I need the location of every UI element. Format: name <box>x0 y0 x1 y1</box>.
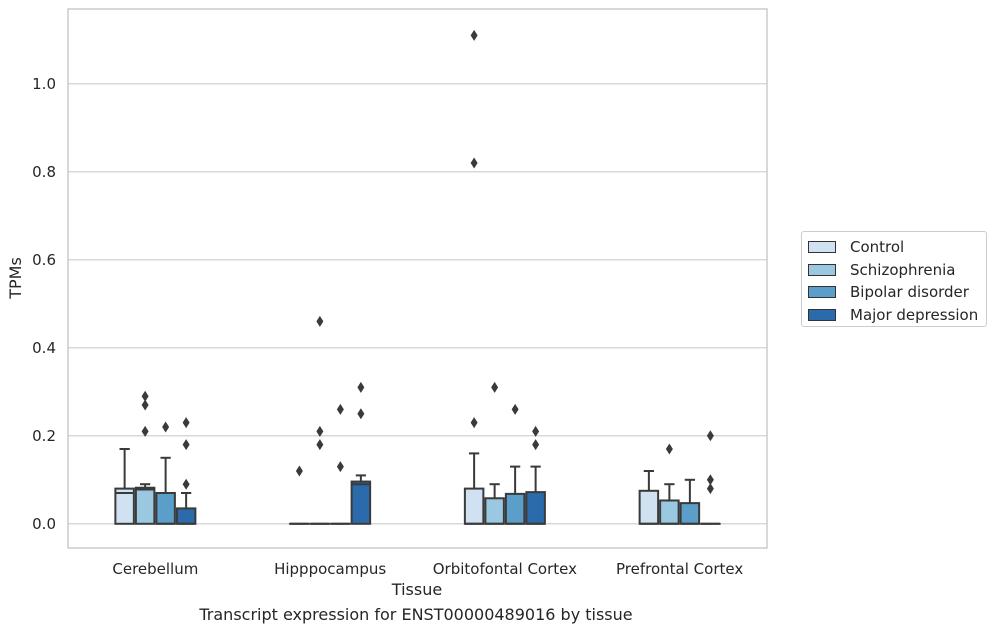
outlier-point <box>316 315 324 327</box>
box-0-1 <box>134 390 156 525</box>
outlier-point <box>470 29 478 41</box>
plot-area <box>67 8 768 549</box>
legend-label: Control <box>850 238 905 257</box>
figure-caption: Transcript expression for ENST0000048901… <box>199 605 633 624</box>
box-2-2 <box>504 403 526 525</box>
outlier-point <box>706 430 714 442</box>
box-1-1 <box>309 315 331 525</box>
outlier-point <box>470 157 478 169</box>
box <box>638 489 660 525</box>
y-tick-label: 0.4 <box>32 339 56 357</box>
y-tick-label: 1.0 <box>32 75 56 93</box>
y-tick-labels: 0.0 0.2 0.4 0.6 0.8 1.0 <box>32 75 56 533</box>
outlier-point <box>491 381 499 393</box>
box-3-1 <box>659 443 680 525</box>
legend-label: Schizophrenia <box>850 260 956 279</box>
box <box>659 499 680 525</box>
x-tick-label: Hipppocampus <box>274 560 386 578</box>
box-1-0 <box>289 465 310 525</box>
outlier-point <box>316 425 324 437</box>
outlier-point <box>141 399 149 411</box>
outlier-point <box>182 417 190 429</box>
x-tick-label: Prefrontal Cortex <box>616 560 743 578</box>
box <box>679 502 701 525</box>
outlier-point <box>182 478 190 490</box>
outlier-point <box>316 439 324 451</box>
outlier-point <box>295 465 303 477</box>
outlier-point <box>162 421 170 433</box>
box <box>463 487 485 525</box>
legend-label: Major depression <box>850 305 979 324</box>
x-axis-label: Tissue <box>391 580 442 599</box>
outlier-point <box>336 461 344 473</box>
outlier-point <box>182 439 190 451</box>
box-1-2 <box>330 403 351 525</box>
legend-swatch <box>808 241 836 254</box>
box-3-2 <box>679 478 701 525</box>
outlier-point <box>511 403 519 415</box>
legend: Control Schizophrenia Bipolar disorder Majo… <box>801 231 987 327</box>
x-tick-labels: Cerebellum Hipppocampus Orbitofontal Corte… <box>112 560 743 578</box>
outlier-point <box>706 474 714 486</box>
y-axis-label: TPMs <box>6 257 25 300</box>
outlier-point <box>532 425 540 437</box>
x-tick-label: Orbitofontal Cortex <box>433 560 577 578</box>
y-tick-label: 0.6 <box>32 251 56 269</box>
legend-swatch <box>808 263 836 276</box>
x-tick-label: Cerebellum <box>112 560 198 578</box>
box-0-3 <box>175 417 197 525</box>
outlier-point <box>665 443 673 455</box>
box-2-3 <box>525 425 546 525</box>
legend-item: Major depression <box>808 304 986 327</box>
outlier-point <box>532 439 540 451</box>
outlier-point <box>357 381 365 393</box>
y-tick-label: 0.2 <box>32 427 56 445</box>
outlier-point <box>141 425 149 437</box>
box-2-0 <box>463 29 485 525</box>
legend-item: Schizophrenia <box>808 259 986 282</box>
box-3-3 <box>700 430 721 525</box>
box <box>525 491 546 525</box>
box-0-0 <box>114 448 135 525</box>
box <box>504 492 526 525</box>
legend-item: Control <box>808 236 986 259</box>
legend-label: Bipolar disorder <box>850 283 969 302</box>
outlier-point <box>357 408 365 420</box>
box-1-3 <box>350 381 372 525</box>
box <box>175 507 197 525</box>
box <box>484 497 505 525</box>
box <box>114 487 135 525</box>
box <box>350 480 372 525</box>
box <box>134 486 156 525</box>
outlier-point <box>706 483 714 495</box>
legend-swatch <box>808 308 836 321</box>
y-tick-label: 0.8 <box>32 163 56 181</box>
box-2-1 <box>484 381 505 525</box>
boxes <box>114 29 721 525</box>
outlier-point <box>336 403 344 415</box>
outlier-point <box>470 417 478 429</box>
y-tick-label: 0.0 <box>32 515 56 533</box>
box <box>155 492 176 525</box>
legend-swatch <box>808 286 836 299</box>
outlier-point <box>141 390 149 402</box>
legend-item: Bipolar disorder <box>808 281 986 304</box>
box-3-0 <box>638 470 660 525</box>
box-0-2 <box>155 421 176 525</box>
